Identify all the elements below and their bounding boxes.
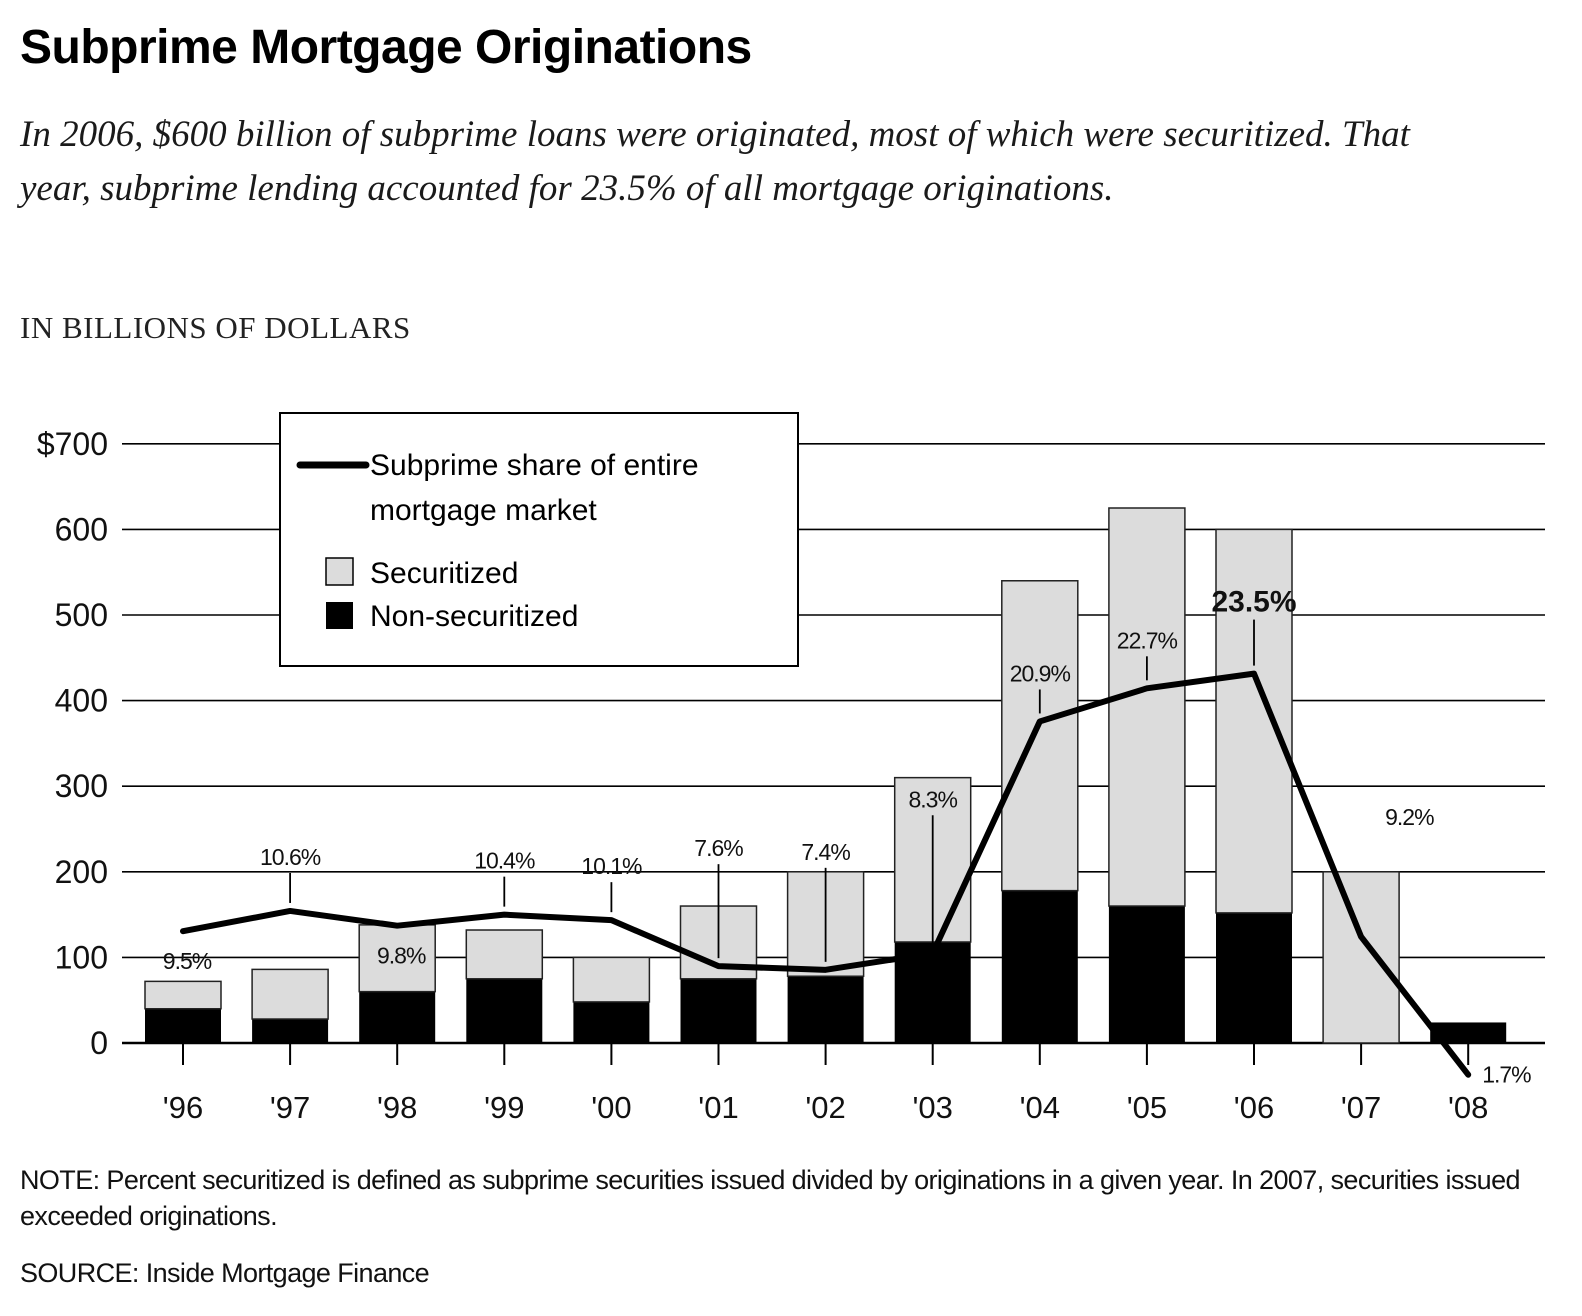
x-tick-label: '01 (698, 1090, 738, 1125)
legend-nonsecuritized-swatch (326, 602, 353, 629)
bar-non-securitized (1430, 1022, 1507, 1043)
x-tick-label: '00 (591, 1090, 631, 1125)
y-tick-label: 100 (55, 939, 108, 975)
x-tick-label: '06 (1234, 1090, 1274, 1125)
share-value-label: 8.3% (908, 786, 957, 812)
y-tick-label: 300 (55, 768, 108, 804)
x-tick-label: '97 (270, 1090, 310, 1125)
share-value-label: 20.9% (1010, 660, 1071, 686)
x-tick-label: '07 (1341, 1090, 1381, 1125)
x-tick-label: '96 (163, 1090, 203, 1125)
bar-non-securitized (787, 976, 864, 1043)
x-tick-label: '08 (1448, 1090, 1488, 1125)
legend-securitized-swatch (325, 557, 354, 586)
legend-line-label-1: Subprime share of entire (370, 449, 699, 482)
share-value-label: 7.6% (694, 835, 743, 861)
bar-securitized (1001, 580, 1079, 892)
share-value-label: 10.4% (474, 848, 535, 874)
share-value-label: 1.7% (1482, 1062, 1531, 1088)
y-tick-label: 400 (55, 683, 108, 719)
labels-layer: 0 100 200 300 400 500 600 $700 '96 '97 '98 '99 '00 '0… (37, 426, 1532, 1125)
legend-box (279, 412, 799, 667)
bar-non-securitized (1216, 912, 1292, 1043)
x-tick-label: '98 (377, 1090, 417, 1125)
y-tick-label: $700 (37, 426, 108, 462)
share-value-label: 10.6% (260, 844, 321, 870)
share-line (180, 670, 1472, 1078)
x-tick-label: '03 (912, 1090, 952, 1125)
bar-securitized (358, 924, 436, 993)
bar-non-securitized (680, 978, 757, 1043)
y-tick-label: 500 (55, 597, 108, 633)
bar-non-securitized (252, 1019, 329, 1043)
share-value-label: 22.7% (1117, 627, 1178, 653)
bar-non-securitized (466, 978, 543, 1043)
y-tick-label: 200 (55, 854, 108, 890)
legend-line-label-2: mortgage market (370, 494, 597, 527)
bar-non-securitized (1108, 906, 1185, 1043)
bar-securitized (1215, 528, 1293, 914)
y-tick-label: 600 (55, 511, 108, 547)
bar-non-securitized (145, 1008, 221, 1043)
share-value-label: 9.2% (1385, 804, 1434, 830)
bar-securitized (1322, 871, 1400, 1044)
legend-securitized-label: Securitized (370, 557, 518, 590)
bar-non-securitized (573, 1001, 650, 1043)
x-tick-label: '99 (484, 1090, 524, 1125)
share-value-label: 23.5% (1211, 586, 1296, 619)
share-value-label: 7.4% (801, 839, 850, 865)
legend-nonsecuritized-label: Non-securitized (370, 600, 578, 633)
unit-label: IN BILLIONS OF DOLLARS (20, 310, 411, 345)
y-tick-label: 0 (90, 1025, 108, 1061)
bar-non-securitized (1001, 890, 1078, 1043)
share-value-label: 9.8% (377, 943, 426, 969)
x-tick-label: '02 (805, 1090, 845, 1125)
bar-securitized (1108, 507, 1186, 907)
bar-securitized (572, 956, 651, 1003)
bar-securitized (144, 980, 222, 1010)
legend: Subprime share of entire mortgage market… (279, 412, 799, 667)
x-tick-label: '04 (1020, 1090, 1060, 1125)
chart-title: Subprime Mortgage Originations (20, 21, 752, 74)
x-tick-label: '05 (1127, 1090, 1167, 1125)
bar-non-securitized (359, 991, 436, 1043)
share-value-label: 10.1% (581, 853, 642, 879)
chart-subtitle: In 2006, $600 billion of subprime loans … (20, 114, 1410, 209)
chart-source: SOURCE: Inside Mortgage Finance (20, 1258, 430, 1288)
bar-securitized (251, 968, 329, 1020)
chart-note: NOTE: Percent securitized is defined as … (20, 1165, 1521, 1231)
bar-securitized (465, 929, 544, 980)
line-layer (180, 670, 1472, 1078)
share-value-label: 9.5% (163, 948, 212, 974)
